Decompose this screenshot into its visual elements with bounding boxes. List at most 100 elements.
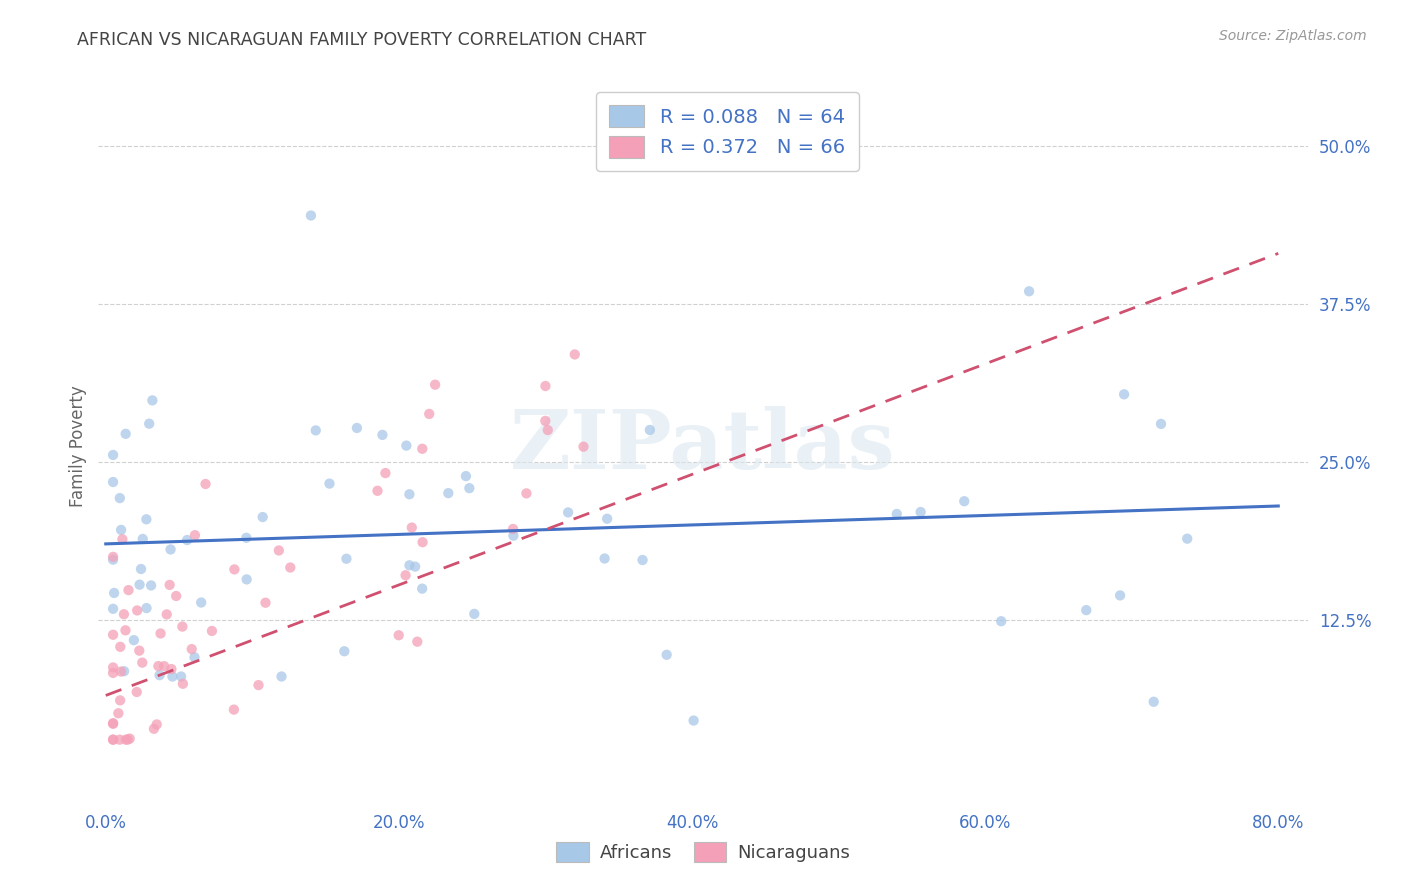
- Point: [115, 732, 138, 747]
- Point: [145, 717, 167, 731]
- Point: [101, 549, 124, 564]
- Point: [122, 633, 145, 648]
- Point: [127, 603, 149, 617]
- Point: [153, 659, 176, 673]
- Point: [299, 209, 322, 223]
- Point: [135, 601, 157, 615]
- Point: [112, 607, 135, 622]
- Point: [128, 643, 150, 657]
- Point: [502, 529, 524, 543]
- Point: [333, 644, 356, 658]
- Point: [118, 731, 141, 746]
- Text: Source: ZipAtlas.com: Source: ZipAtlas.com: [1219, 29, 1367, 43]
- Point: [1150, 417, 1173, 431]
- Point: [159, 542, 181, 557]
- Point: [318, 476, 340, 491]
- Point: [101, 660, 124, 674]
- Point: [114, 426, 136, 441]
- Point: [128, 577, 150, 591]
- Point: [423, 377, 446, 392]
- Point: [101, 665, 124, 680]
- Point: [110, 665, 132, 679]
- Point: [335, 551, 357, 566]
- Point: [235, 573, 257, 587]
- Point: [148, 668, 170, 682]
- Point: [235, 531, 257, 545]
- Point: [398, 558, 420, 573]
- Legend: R = 0.088   N = 64, R = 0.372   N = 66: R = 0.088 N = 64, R = 0.372 N = 66: [596, 92, 859, 171]
- Point: [101, 732, 124, 747]
- Legend: Africans, Nicaraguans: Africans, Nicaraguans: [548, 835, 858, 870]
- Point: [564, 347, 586, 361]
- Point: [142, 722, 165, 736]
- Point: [108, 693, 131, 707]
- Point: [117, 583, 139, 598]
- Point: [252, 510, 274, 524]
- Point: [1143, 695, 1166, 709]
- Point: [631, 553, 654, 567]
- Point: [1114, 387, 1136, 401]
- Point: [454, 469, 477, 483]
- Point: [388, 628, 411, 642]
- Point: [515, 486, 537, 500]
- Point: [125, 685, 148, 699]
- Point: [101, 628, 124, 642]
- Point: [101, 475, 124, 489]
- Point: [1018, 285, 1040, 299]
- Point: [278, 560, 301, 574]
- Point: [953, 494, 976, 508]
- Point: [176, 533, 198, 547]
- Point: [371, 428, 394, 442]
- Point: [170, 669, 193, 683]
- Point: [172, 677, 194, 691]
- Point: [129, 562, 152, 576]
- Point: [101, 716, 124, 731]
- Point: [224, 562, 246, 576]
- Point: [107, 706, 129, 721]
- Point: [366, 483, 388, 498]
- Point: [910, 505, 932, 519]
- Point: [638, 423, 661, 437]
- Point: [394, 568, 416, 582]
- Point: [114, 624, 136, 638]
- Point: [411, 582, 433, 596]
- Point: [180, 642, 202, 657]
- Point: [411, 442, 433, 456]
- Text: ZIPatlas: ZIPatlas: [510, 406, 896, 486]
- Point: [502, 522, 524, 536]
- Point: [160, 662, 183, 676]
- Point: [201, 624, 224, 638]
- Point: [149, 626, 172, 640]
- Point: [112, 664, 135, 678]
- Point: [398, 487, 420, 501]
- Point: [194, 477, 217, 491]
- Point: [184, 528, 207, 542]
- Point: [534, 414, 557, 428]
- Point: [1109, 588, 1132, 602]
- Point: [117, 732, 139, 747]
- Point: [412, 535, 434, 549]
- Point: [886, 507, 908, 521]
- Point: [1175, 532, 1198, 546]
- Point: [537, 423, 560, 437]
- Point: [682, 714, 704, 728]
- Point: [101, 552, 124, 566]
- Point: [990, 614, 1012, 628]
- Point: [572, 440, 595, 454]
- Point: [156, 607, 179, 622]
- Point: [270, 669, 292, 683]
- Point: [139, 578, 162, 592]
- Point: [247, 678, 270, 692]
- Point: [401, 520, 423, 534]
- Point: [110, 523, 132, 537]
- Y-axis label: Family Poverty: Family Poverty: [69, 385, 87, 507]
- Point: [165, 589, 187, 603]
- Point: [110, 640, 132, 654]
- Point: [254, 596, 277, 610]
- Point: [172, 619, 194, 633]
- Point: [404, 559, 426, 574]
- Point: [305, 424, 328, 438]
- Point: [132, 532, 155, 546]
- Point: [103, 586, 125, 600]
- Point: [534, 379, 557, 393]
